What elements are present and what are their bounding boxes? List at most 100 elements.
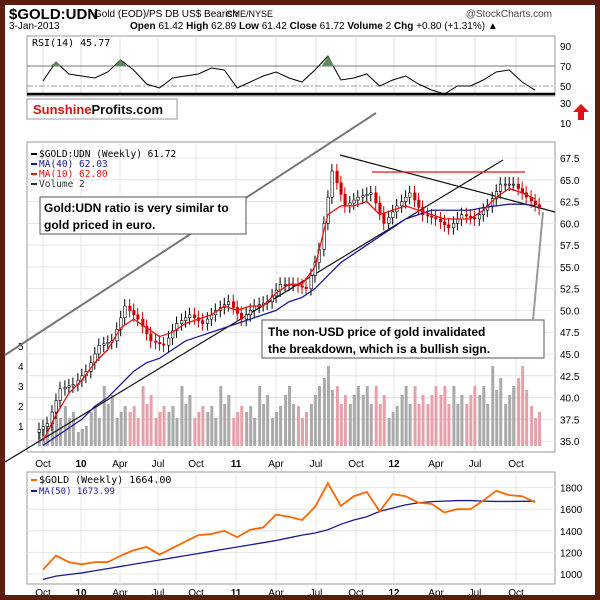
volume-bar: [456, 404, 460, 446]
candle-body: [128, 305, 132, 311]
volume-bar: [348, 404, 352, 446]
volume-bar: [297, 406, 300, 446]
volume-bar: [387, 418, 391, 446]
price-tick-label: 57.5: [560, 241, 580, 252]
candle-body: [382, 212, 386, 224]
candle-body: [516, 183, 520, 189]
volume-bar: [284, 395, 288, 446]
volume-bar: [188, 395, 192, 446]
ma10-line: [42, 187, 536, 442]
volume-bar: [102, 386, 106, 446]
svg-text:Open 61.42 High 62.89 Low 61.4: Open 61.42 High 62.89 Low 61.42 Close 61…: [130, 21, 498, 32]
ohlc-readout: Open 61.42 High 62.89 Low 61.42 Close 61…: [130, 21, 498, 32]
volume-tick-label: 3: [18, 382, 24, 393]
candle-body: [408, 192, 412, 198]
price-tick-label: 47.5: [560, 328, 580, 339]
volume-bar: [93, 406, 97, 446]
sunshine-profits-logo: SunshineProfits.com: [26, 98, 178, 120]
gold-x-tick-label: Apr: [428, 588, 444, 595]
candle-body: [283, 283, 287, 286]
candle-body: [171, 330, 175, 339]
gold-legend-entry: MA(50) 1673.99: [39, 487, 115, 497]
rsi-panel: RSI(14) 45.77 90 70 50 30 10: [26, 35, 572, 130]
volume-bar: [326, 366, 330, 446]
volume-bar: [452, 386, 456, 446]
chart-canvas: $GOLD:UDN Gold (EOD)/PS DB US$ Bearish C…: [5, 5, 595, 595]
legend-swatch: [31, 173, 37, 175]
candle-body: [154, 340, 158, 343]
volume-bar: [408, 404, 412, 446]
gold-x-tick-label: 10: [75, 588, 87, 595]
price-x-tick-label: Jul: [469, 459, 482, 470]
gold-tick-label: 1600: [560, 505, 583, 516]
candle-body: [533, 200, 537, 205]
volume-bar: [478, 395, 482, 446]
candle-body: [469, 215, 473, 218]
volume-bar: [214, 418, 218, 446]
volume-bar: [508, 395, 512, 446]
volume-bar: [71, 412, 75, 446]
candle-body: [330, 170, 334, 198]
volume-bar: [141, 386, 145, 446]
candle-body: [511, 183, 516, 186]
gold-panel: 1000 1200 1400 1600 1800 $GOLD (Weekly) 1664.…: [26, 471, 583, 595]
candle-body: [339, 182, 343, 195]
candle-body: [102, 343, 106, 346]
volume-bar: [110, 395, 114, 446]
volume-tick-label: 4: [18, 362, 24, 373]
candle-body: [417, 199, 421, 208]
volume-bar: [512, 386, 516, 446]
volume-bar: [97, 418, 101, 446]
rsi-tick-label: 50: [560, 82, 572, 93]
volume-bar: [162, 406, 166, 446]
volume-bar: [434, 386, 438, 446]
gold-x-tick-label: Oct: [508, 588, 524, 595]
volume-bar: [495, 390, 499, 446]
volume-bar: [322, 378, 326, 446]
candle-body: [343, 193, 347, 207]
gold-x-tick-label: 12: [388, 588, 400, 595]
candle-body: [58, 388, 62, 401]
price-legend-entry: $GOLD:UDN (Weekly) 61.72: [39, 149, 176, 160]
volume-bar: [236, 412, 240, 446]
candle-body: [356, 196, 360, 201]
annotation-breakdown: The non-USD price of gold invalidated th…: [261, 319, 545, 359]
candle-body: [193, 314, 197, 318]
volume-bar: [67, 418, 71, 446]
annotation-ratio: Gold:UDN ratio is very similar to gold p…: [39, 196, 247, 235]
volume-bar: [227, 395, 231, 446]
price-tick-label: 37.5: [560, 415, 580, 426]
volume-bar: [521, 366, 525, 446]
candle-body: [106, 342, 110, 345]
candle-body: [400, 201, 404, 207]
candle-body: [387, 217, 391, 224]
volume-bar: [305, 412, 308, 446]
volume-bar: [128, 412, 132, 446]
volume-bar: [201, 406, 205, 446]
candle-body: [460, 214, 464, 220]
volume-bar: [378, 404, 382, 446]
candle-body: [413, 192, 417, 201]
rsi-tick-label: 70: [560, 62, 572, 73]
price-x-tick-label: 10: [75, 459, 87, 470]
candle-body: [430, 215, 434, 218]
volume-bar: [491, 366, 495, 446]
price-tick-label: 35.0: [560, 437, 580, 448]
volume-bar: [219, 386, 223, 446]
volume-bar: [145, 404, 149, 446]
volume-bar: [447, 404, 451, 446]
candle-body: [378, 202, 382, 214]
gold-x-tick-label: Jul: [469, 588, 482, 595]
gold-x-tick-label: Oct: [348, 588, 364, 595]
volume-bar: [89, 412, 93, 446]
volume-bar: [167, 412, 171, 446]
volume-bar: [115, 418, 119, 446]
volume-bar: [525, 390, 529, 446]
legend-swatch: [31, 163, 37, 165]
candle-body: [304, 286, 308, 289]
rsi-overbought-fill: [321, 56, 334, 66]
price-x-tick-label: Apr: [428, 459, 444, 470]
gold-x-tick-label: Apr: [112, 588, 128, 595]
volume-bar: [469, 395, 473, 446]
volume-bar: [309, 404, 313, 446]
